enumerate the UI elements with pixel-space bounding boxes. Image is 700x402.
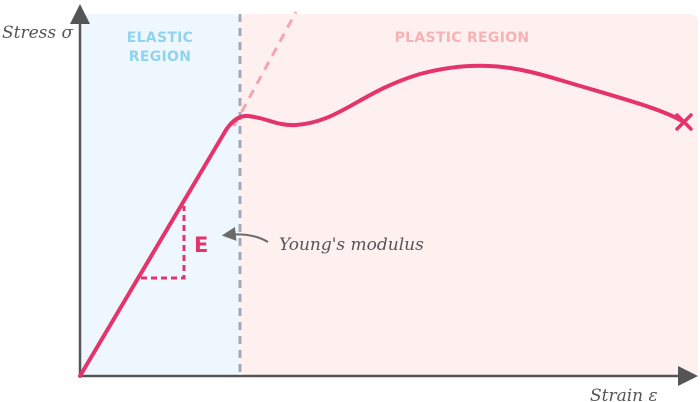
elastic-region-label-line1: ELASTIC xyxy=(127,30,194,46)
youngs-modulus-annotation: Young's modulus xyxy=(279,235,424,255)
plastic-region-background xyxy=(240,14,698,376)
slope-triangle xyxy=(141,206,186,280)
plastic-region-label: PLASTIC REGION xyxy=(395,30,530,46)
elastic-region-background xyxy=(80,14,240,376)
stress-strain-curve xyxy=(78,63,686,378)
elastic-region-label-line2: REGION xyxy=(129,49,191,65)
annotation-arrow xyxy=(221,226,269,243)
y-axis-label: Stress σ xyxy=(2,23,74,43)
elastic-extrapolation-line xyxy=(232,11,298,127)
modulus-symbol: E xyxy=(194,233,208,257)
x-axis-label: Strain ε xyxy=(590,386,658,402)
fracture-marker xyxy=(675,113,693,131)
